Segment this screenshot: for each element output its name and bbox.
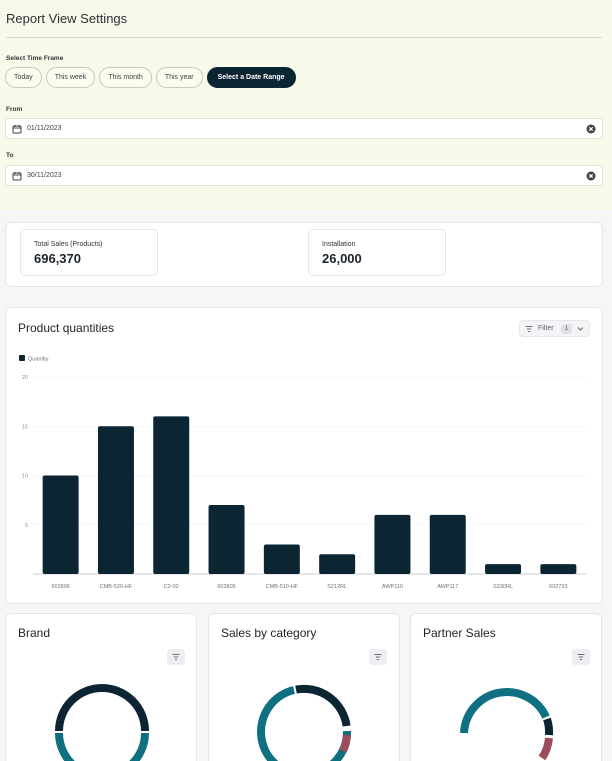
y-tick-label: 5 (25, 523, 28, 529)
x-tick-label: CMB-510-HF (266, 584, 299, 590)
time-frame-options: Today This week This month This year Sel… (5, 67, 296, 88)
report-view-settings: Report View Settings Select Time Frame T… (0, 0, 612, 210)
settings-title: Report View Settings (6, 11, 128, 26)
x-tick-label: 602733 (549, 584, 567, 590)
partner-sales-donut-chart (460, 688, 554, 761)
bar (319, 554, 356, 574)
y-tick-label: 15 (22, 424, 28, 430)
from-date-value: 01/11/2023 (27, 125, 62, 132)
legend-swatch (19, 355, 25, 361)
filter-icon (577, 654, 585, 660)
from-label: From (6, 106, 23, 113)
partner-sales-card (410, 613, 602, 761)
brand-title: Brand (18, 626, 51, 640)
stats-card: Total Sales (Products) 696,370 Installat… (5, 222, 603, 287)
sales-by-category-donut-chart (257, 684, 352, 761)
donut-segment-rose (538, 737, 553, 761)
sales-by-category-card (208, 613, 400, 761)
time-frame-this-month[interactable]: This month (99, 67, 152, 88)
bar (208, 505, 245, 574)
x-tick-label: S212RL (327, 584, 347, 590)
stat-total-sales: Total Sales (Products) 696,370 (20, 229, 158, 276)
x-tick-label: 602806 (51, 584, 69, 590)
chart-title: Product quantities (18, 321, 115, 335)
divider (6, 37, 602, 38)
time-frame-this-year[interactable]: This year (155, 67, 203, 88)
donut-segment-dark (543, 717, 554, 736)
y-tick-label: 10 (22, 474, 28, 480)
bar (429, 514, 466, 574)
bar (97, 426, 134, 574)
y-tick-label: 20 (22, 375, 28, 381)
bar (485, 564, 522, 574)
brand-filter-button[interactable] (167, 649, 185, 665)
filter-icon (374, 654, 382, 660)
to-label: To (6, 152, 14, 159)
bar (374, 514, 411, 574)
sales-by-category-title: Sales by category (221, 626, 317, 640)
stat-installation: Installation 26,000 (308, 229, 446, 276)
donut-segment-teal (257, 686, 352, 761)
x-tick-label: CMB-520-HF (100, 584, 133, 590)
time-frame-label: Select Time Frame (6, 55, 64, 62)
x-tick-label: AWP110 (382, 584, 403, 590)
time-frame-this-week[interactable]: This week (45, 67, 96, 88)
partner-sales-title: Partner Sales (423, 626, 496, 640)
partner-sales-filter-button[interactable] (572, 649, 590, 665)
time-frame-today[interactable]: Today (5, 67, 42, 88)
filter-icon (172, 654, 180, 660)
chevron-down-icon (577, 327, 584, 331)
time-frame-date-range[interactable]: Select a Date Range (206, 67, 296, 88)
filter-label: Filter (538, 325, 554, 332)
filter-icon (525, 326, 533, 332)
product-quantities-chart: Quantity 5 10 15 20 602806 CMB-520-HF C2-02 6028… (19, 355, 586, 590)
sales-by-category-filter-button[interactable] (369, 649, 387, 665)
stat-label: Installation (322, 241, 356, 248)
donut-segment-dark (295, 684, 351, 727)
filter-count-badge: 1 (561, 324, 572, 334)
x-tick-label: 602805 (217, 584, 235, 590)
donut-segment-dark (55, 684, 149, 732)
donut-segment-teal (460, 688, 550, 734)
bar (42, 475, 79, 574)
donut-segment-rose (339, 734, 351, 753)
to-date-field[interactable]: 30/11/2023 (5, 165, 603, 186)
filter-button[interactable]: Filter 1 (519, 320, 590, 337)
x-tick-label: C2-02 (164, 584, 179, 590)
x-tick-label: AWP117 (437, 584, 458, 590)
stat-value: 696,370 (34, 251, 81, 266)
clear-icon[interactable] (586, 124, 596, 134)
donut-segment-teal (55, 732, 149, 761)
bar (153, 416, 190, 574)
calendar-icon (12, 172, 22, 181)
legend-label: Quantity (28, 357, 49, 363)
to-date-value: 30/11/2023 (27, 172, 62, 179)
brand-donut-chart (55, 684, 149, 761)
bar (540, 564, 577, 574)
stat-value: 26,000 (322, 251, 362, 266)
clear-icon[interactable] (586, 171, 596, 181)
stat-label: Total Sales (Products) (34, 241, 103, 248)
from-date-field[interactable]: 01/11/2023 (5, 118, 603, 139)
x-tick-label: S330RL (493, 584, 513, 590)
calendar-icon (12, 125, 22, 134)
bar (263, 544, 300, 574)
